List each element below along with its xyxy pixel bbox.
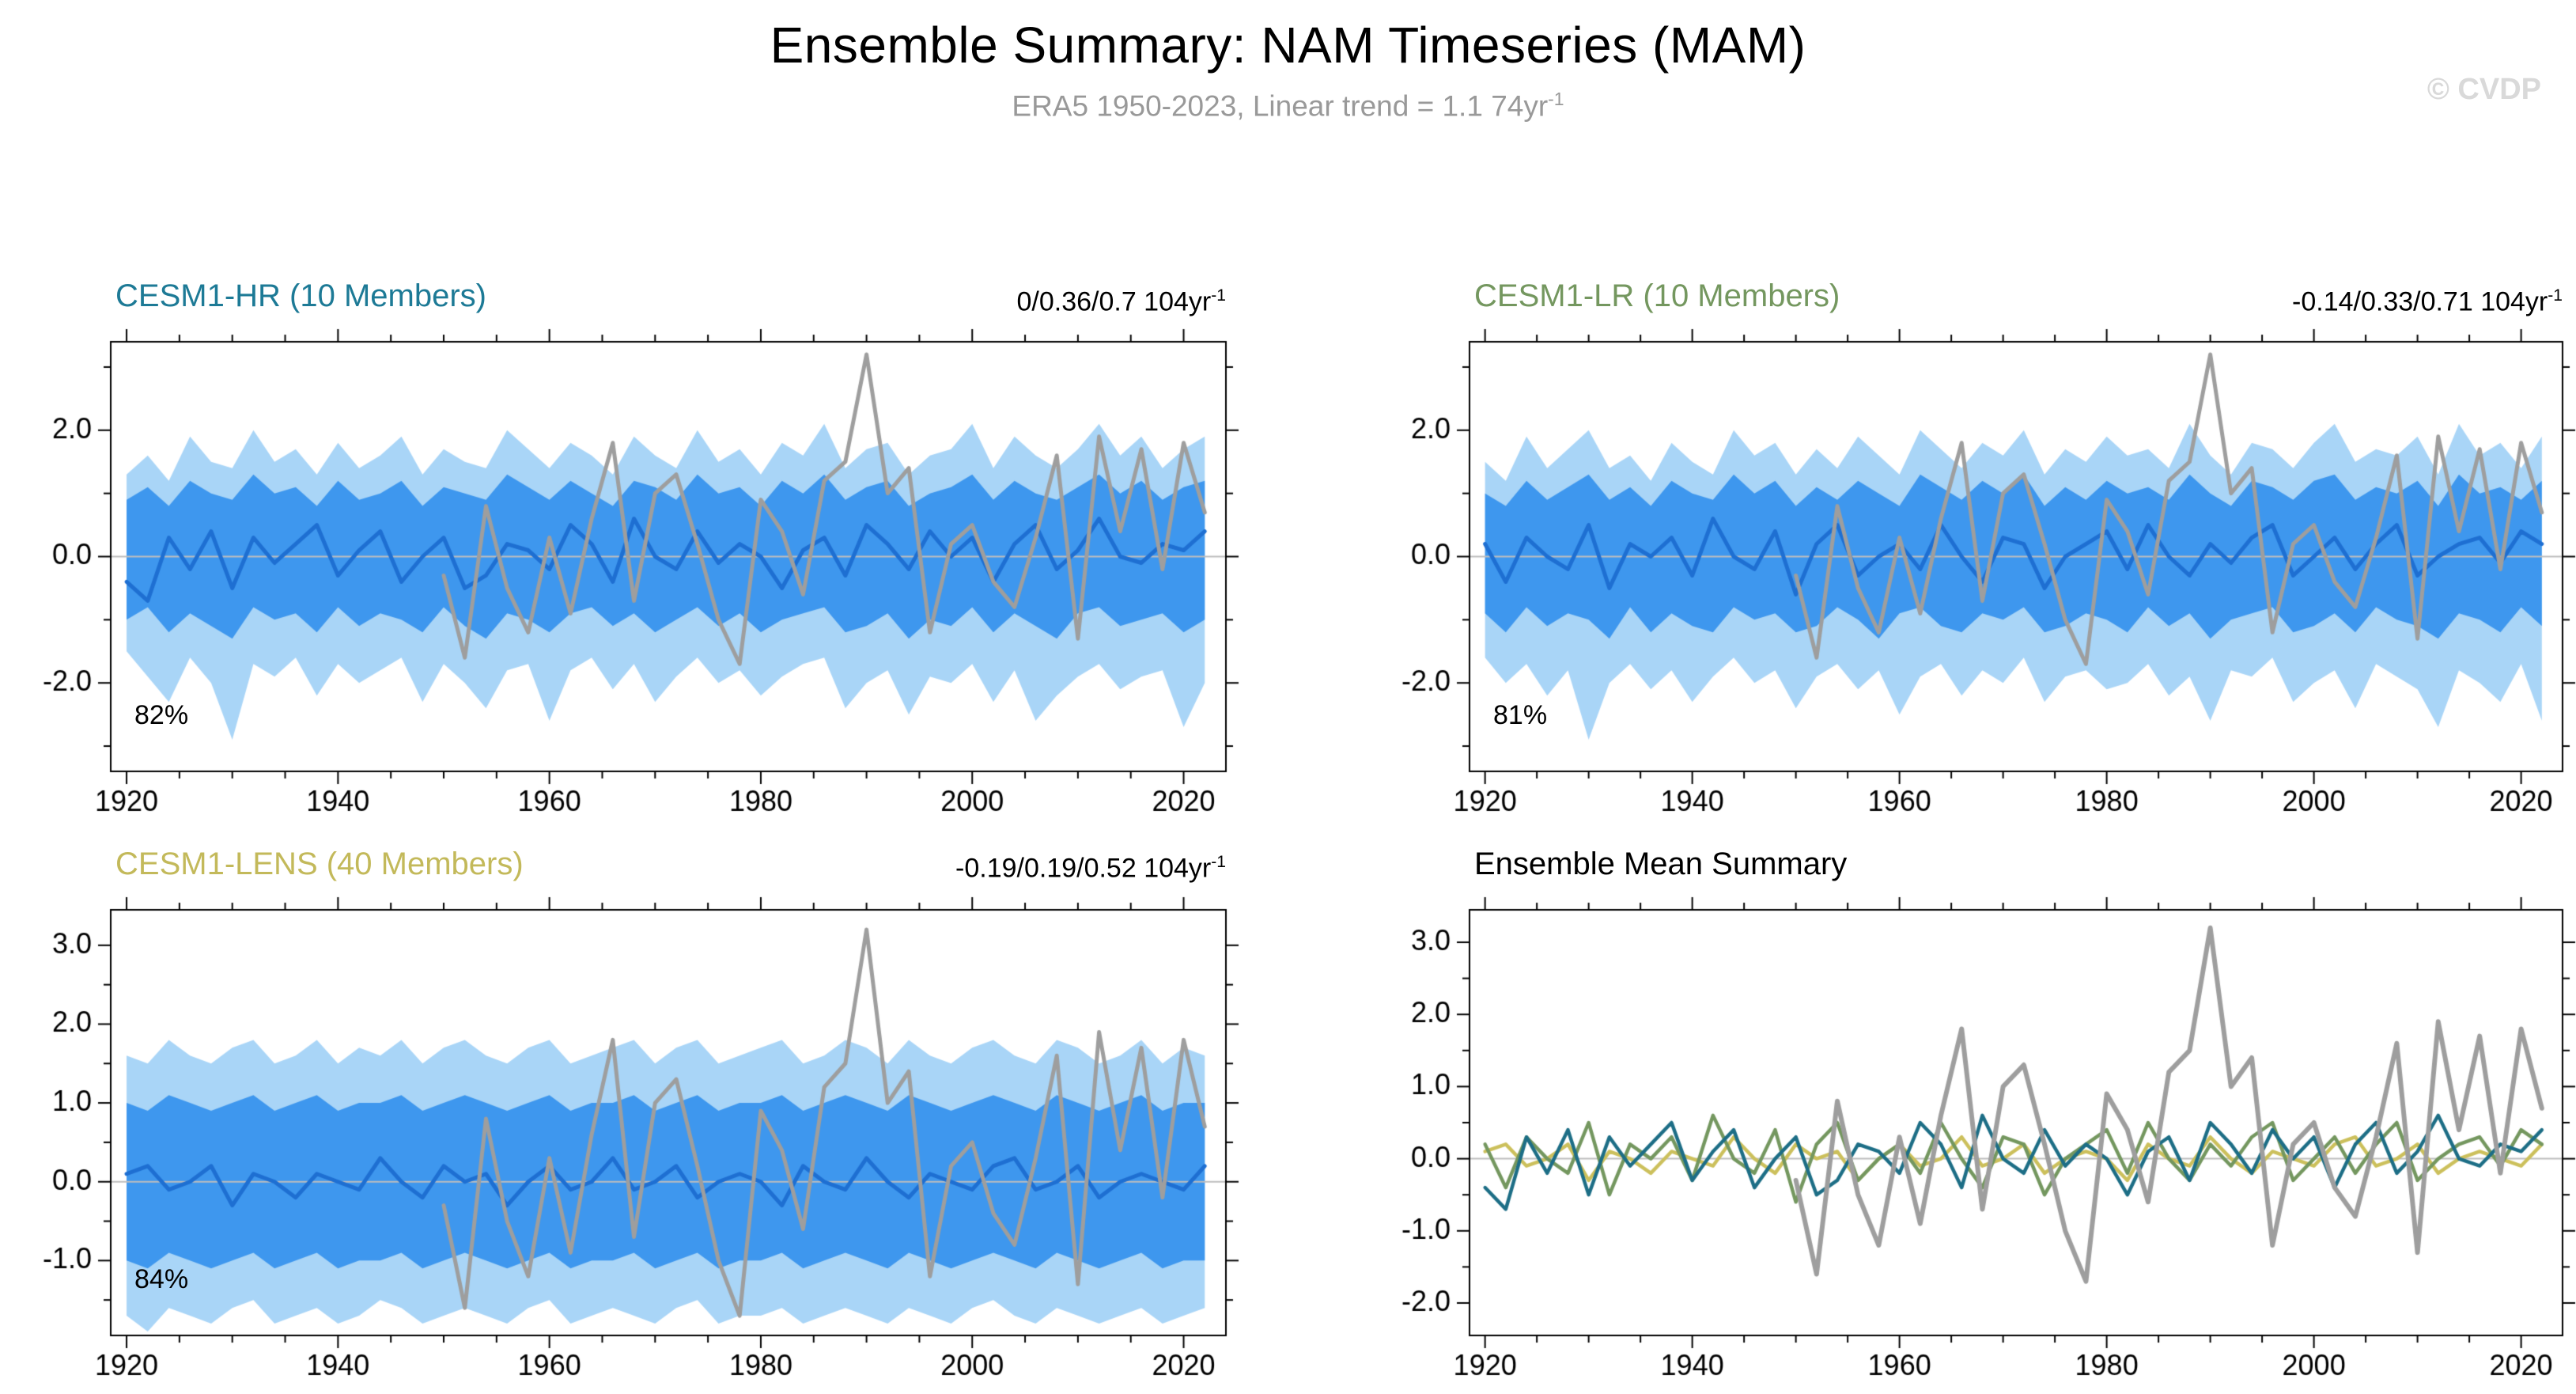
trend-stat-cesm1-lens: -0.19/0.19/0.52 104yr-1 xyxy=(955,853,1226,884)
page-title: Ensemble Summary: NAM Timeseries (MAM) xyxy=(770,17,1806,74)
trend-stat-cesm1-hr: 0/0.36/0.7 104yr-1 xyxy=(1017,286,1227,317)
trend-stat-text: 0/0.36/0.7 104yr xyxy=(1016,286,1212,317)
trend-stat-text: -0.14/0.33/0.71 104yr xyxy=(2292,286,2548,317)
figure-subtitle: ERA5 1950-2023, Linear trend = 1.1 74yr-… xyxy=(0,89,2576,123)
trend-stat-superscript: -1 xyxy=(2548,286,2563,305)
trend-stat-text: -0.19/0.19/0.52 104yr xyxy=(955,853,1212,884)
trend-stat-superscript: -1 xyxy=(1211,286,1226,305)
cvdp-watermark: © CVDP xyxy=(2427,73,2541,106)
trend-stat-superscript: -1 xyxy=(1211,853,1226,871)
percent-label-cesm1-lr: 81% xyxy=(1493,700,1548,730)
panel-title-cesm1-lr: CESM1-LR (10 Members) xyxy=(1474,278,1840,313)
percent-label-cesm1-lens: 84% xyxy=(134,1264,189,1294)
trend-stat-cesm1-lr: -0.14/0.33/0.71 104yr-1 xyxy=(2292,286,2563,317)
subtitle-text: ERA5 1950-2023, Linear trend = 1.1 74yr xyxy=(1012,89,1549,123)
panel-title-ensemble-mean-summary: Ensemble Mean Summary xyxy=(1474,847,1848,881)
panel-title-cesm1-lens: CESM1-LENS (40 Members) xyxy=(115,847,524,881)
subtitle-superscript: -1 xyxy=(1548,89,1564,109)
percent-label-cesm1-hr: 82% xyxy=(134,700,189,730)
panel-title-cesm1-hr: CESM1-HR (10 Members) xyxy=(115,278,486,313)
